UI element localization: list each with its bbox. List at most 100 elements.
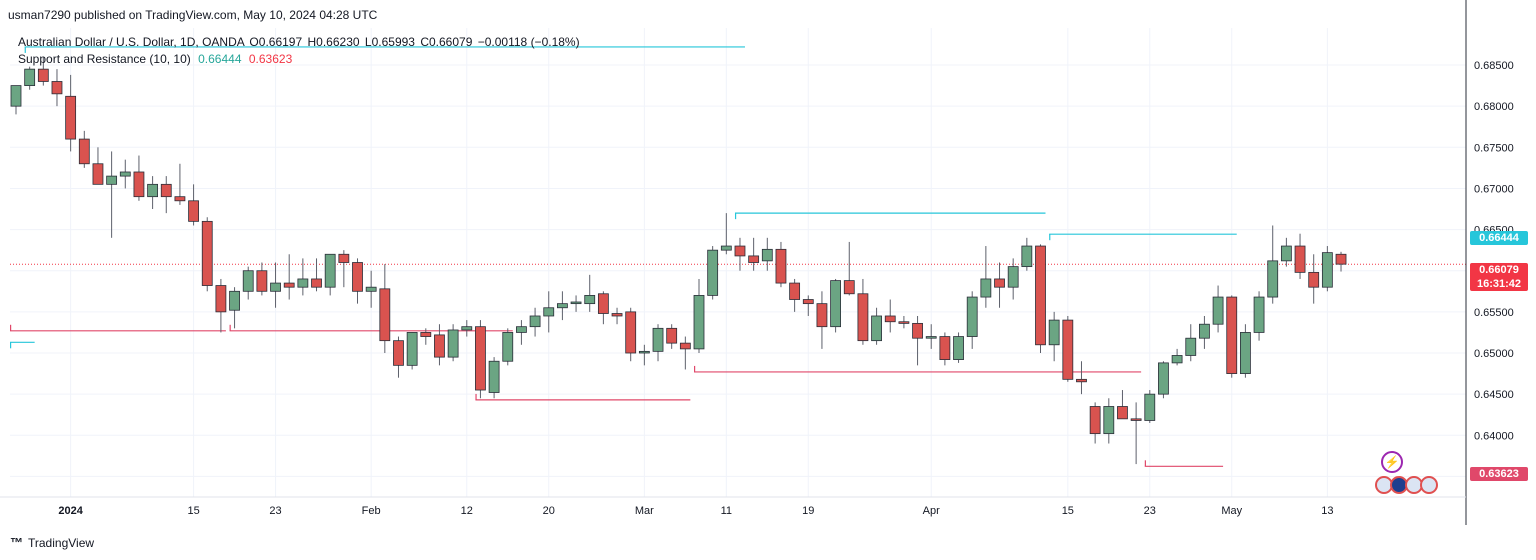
candle-down xyxy=(1308,271,1320,288)
close-value: 0.66079 xyxy=(429,35,473,49)
publisher-line: usman7290 published on TradingView.com, … xyxy=(8,8,378,22)
candle-up xyxy=(720,245,732,251)
candle-down xyxy=(625,311,637,354)
tradingview-logo-icon: ™ xyxy=(10,535,23,550)
candle-down xyxy=(311,278,322,288)
candle-up xyxy=(1321,252,1333,288)
candle-down xyxy=(133,171,145,198)
time-tick-label: 23 xyxy=(1144,505,1156,517)
candle-up xyxy=(953,336,964,360)
time-tick-label: 15 xyxy=(1062,505,1074,517)
candle-down xyxy=(256,270,268,292)
candle-up xyxy=(1158,362,1169,395)
indicator-name: Support and Resistance (10, 10) xyxy=(18,52,191,66)
candle-down xyxy=(174,196,186,202)
candle-down xyxy=(393,340,404,366)
candle-up xyxy=(119,171,131,177)
candle-down xyxy=(775,248,787,284)
candle-down xyxy=(51,81,63,95)
low-label: L xyxy=(364,35,372,49)
time-tick-label: 15 xyxy=(187,505,199,517)
time-tick-label: Apr xyxy=(923,505,940,517)
candle-up xyxy=(1212,296,1224,325)
bar-countdown: 16:31:42 xyxy=(1476,278,1522,290)
time-tick-label: 12 xyxy=(461,505,473,517)
price-tick-label: 0.68000 xyxy=(1474,101,1514,113)
symbol-description: Australian Dollar / U.S. Dollar, 1D, OAN… xyxy=(18,35,245,49)
candle-down xyxy=(898,321,910,324)
candle-down xyxy=(1294,245,1306,273)
price-tick-label: 0.65500 xyxy=(1474,307,1514,319)
candle-down xyxy=(912,322,923,339)
support-price-tag: 0.63623 xyxy=(1470,467,1528,481)
candle-down xyxy=(611,313,623,317)
economic-events-flags[interactable] xyxy=(1375,476,1438,494)
chart-grid xyxy=(10,28,1466,497)
candle-up xyxy=(447,329,459,358)
time-tick-label: 13 xyxy=(1321,505,1333,517)
candle-up xyxy=(557,303,568,309)
candle-up xyxy=(1280,245,1292,262)
candle-up xyxy=(693,295,705,350)
candle-up xyxy=(516,326,527,333)
candle-down xyxy=(1089,406,1101,435)
candle-up xyxy=(1144,393,1156,421)
indicator-support-value: 0.66444 xyxy=(198,52,242,66)
candle-up xyxy=(242,270,254,292)
candle-up xyxy=(10,85,22,107)
candle-down xyxy=(666,327,678,344)
candle-up xyxy=(707,249,719,296)
symbol-ohlc-line: Australian Dollar / U.S. Dollar, 1D, OAN… xyxy=(18,34,580,51)
candle-up xyxy=(24,68,36,86)
us-flag-icon[interactable] xyxy=(1420,476,1438,494)
candles-layer xyxy=(10,56,1347,465)
high-label: H xyxy=(307,35,317,49)
candle-up xyxy=(966,296,978,337)
candle-down xyxy=(1117,406,1128,420)
indicator-line[interactable]: Support and Resistance (10, 10) 0.66444 … xyxy=(18,51,580,68)
high-value: 0.66230 xyxy=(316,35,360,49)
candle-up xyxy=(1267,260,1279,298)
chart-legend: Australian Dollar / U.S. Dollar, 1D, OAN… xyxy=(18,34,580,68)
open-label: O xyxy=(249,35,259,49)
candle-up xyxy=(324,253,336,288)
indicator-resistance-value: 0.63623 xyxy=(248,52,293,66)
candle-down xyxy=(857,293,869,342)
price-tick-label: 0.67500 xyxy=(1474,142,1514,154)
candle-down xyxy=(1130,418,1142,421)
price-tick-label: 0.64500 xyxy=(1474,389,1514,401)
candle-up xyxy=(1021,245,1033,268)
candle-up xyxy=(1048,319,1060,346)
change-value: −0.00118 (−0.18%) xyxy=(477,35,580,49)
footer-brand[interactable]: ™ TradingView xyxy=(10,535,94,550)
candle-down xyxy=(379,288,391,342)
candle-up xyxy=(270,282,281,292)
candle-down xyxy=(734,245,746,257)
time-tick-label: May xyxy=(1221,505,1242,517)
lightning-event-icon[interactable]: ⚡ xyxy=(1381,451,1403,473)
candle-down xyxy=(884,315,896,323)
candle-up xyxy=(365,286,377,292)
candle-down xyxy=(1335,253,1347,265)
candle-up xyxy=(297,278,309,288)
candle-down xyxy=(1076,378,1087,383)
price-tick-label: 0.64000 xyxy=(1474,430,1514,442)
candle-down xyxy=(748,255,760,263)
candle-up xyxy=(1171,355,1183,364)
candle-up xyxy=(584,295,596,305)
candle-down xyxy=(201,220,213,286)
candle-up xyxy=(502,332,514,362)
candle-down xyxy=(352,262,363,292)
candle-down xyxy=(475,326,486,391)
candle-down xyxy=(939,336,951,360)
candle-down xyxy=(92,163,104,185)
candle-up xyxy=(1240,332,1251,374)
close-label: C xyxy=(420,35,429,49)
candle-up xyxy=(1103,406,1115,435)
candle-up xyxy=(1199,323,1210,339)
time-tick-label: Mar xyxy=(635,505,654,517)
support-resistance-lines xyxy=(10,46,1466,467)
resistance-price-tag: 0.66444 xyxy=(1470,231,1528,245)
candle-up xyxy=(461,326,473,331)
